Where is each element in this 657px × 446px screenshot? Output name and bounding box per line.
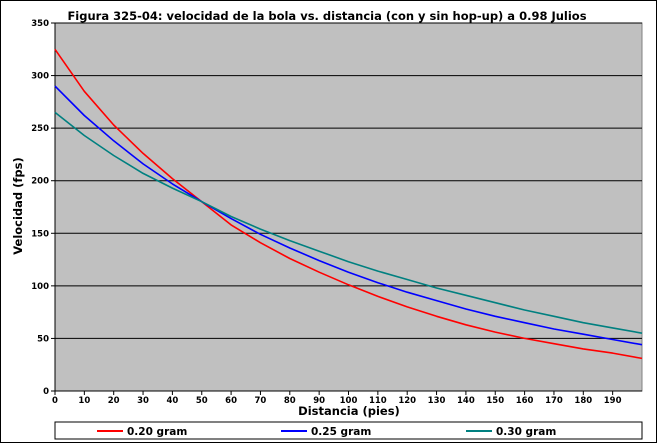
series-line-0-25-gram bbox=[54, 85, 643, 346]
x-tick-label: 10 bbox=[78, 396, 90, 406]
y-tick-label: 150 bbox=[31, 229, 49, 239]
y-tick-label: 100 bbox=[31, 282, 49, 292]
chart-title: Figura 325-04: velocidad de la bola vs. … bbox=[67, 9, 586, 23]
x-tick-label: 30 bbox=[137, 396, 149, 406]
y-tick-label: 300 bbox=[31, 72, 49, 82]
y-tick-label: 0 bbox=[43, 387, 49, 397]
series-line-0-30-gram bbox=[54, 111, 643, 334]
x-tick-label: 190 bbox=[604, 396, 622, 406]
gridlines bbox=[55, 22, 642, 339]
x-tick-label: 60 bbox=[225, 396, 237, 406]
x-tick-label: 140 bbox=[457, 396, 475, 406]
legend-box bbox=[54, 421, 643, 440]
x-tick-label: 110 bbox=[369, 396, 387, 406]
x-tick-label: 40 bbox=[166, 396, 178, 406]
x-axis-label: Distancia (pies) bbox=[298, 404, 400, 418]
x-tick-label: 150 bbox=[486, 396, 504, 406]
y-axis-ticks: 0 50 100 150 200 250 300 350 bbox=[31, 19, 55, 397]
x-tick-label: 90 bbox=[313, 396, 325, 406]
y-tick-label: 50 bbox=[37, 334, 49, 344]
x-tick-label: 130 bbox=[428, 396, 446, 406]
legend-label: 0.30 gram bbox=[496, 426, 556, 438]
legend-label: 0.20 gram bbox=[127, 426, 187, 438]
x-tick-label: 50 bbox=[196, 396, 208, 406]
y-tick-label: 200 bbox=[31, 177, 49, 187]
series-line-0-20-gram bbox=[54, 48, 643, 360]
legend: 0.20 gram 0.25 gram 0.30 gram bbox=[54, 421, 643, 440]
x-tick-label: 0 bbox=[52, 396, 58, 406]
plot-area bbox=[54, 22, 643, 392]
y-tick-label: 250 bbox=[31, 124, 49, 134]
x-tick-label: 180 bbox=[574, 396, 592, 406]
x-axis-ticks: 0 10 20 30 40 50 60 70 80 90 100 110 120 130 140 150 160… bbox=[52, 23, 642, 406]
series-lines bbox=[54, 48, 643, 360]
x-tick-label: 100 bbox=[340, 396, 358, 406]
y-axis-label: Velocidad (fps) bbox=[11, 157, 25, 255]
legend-label: 0.25 gram bbox=[311, 426, 371, 438]
y-tick-label: 350 bbox=[31, 19, 49, 29]
x-tick-label: 80 bbox=[284, 396, 296, 406]
x-tick-label: 160 bbox=[516, 396, 534, 406]
x-tick-label: 120 bbox=[398, 396, 416, 406]
x-tick-label: 70 bbox=[255, 396, 267, 406]
x-tick-label: 20 bbox=[108, 396, 120, 406]
x-tick-label: 170 bbox=[545, 396, 563, 406]
